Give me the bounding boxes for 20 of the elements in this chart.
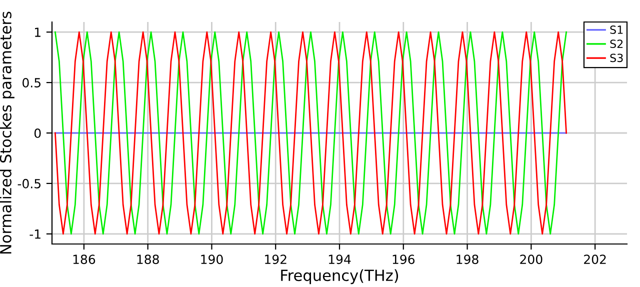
line-series (54, 31, 567, 235)
x-tick-label: 198 (456, 254, 478, 264)
y-tick-label: 1 (35, 28, 40, 37)
legend-label: S2 (610, 40, 623, 48)
x-tick-label: 186 (73, 254, 96, 264)
legend-label: S3 (610, 54, 623, 62)
y-tick-label: 0.5 (22, 78, 40, 88)
x-tick-label: 190 (201, 254, 223, 264)
x-tick-label: 200 (520, 254, 542, 264)
y-tick-label: -0.5 (18, 178, 40, 188)
x-tick-label: 202 (584, 254, 606, 264)
y-axis-title: Normalized Stockes parameters (0, 12, 14, 254)
y-tick-label: -1 (30, 230, 40, 239)
y-tick-label: 0 (34, 128, 41, 138)
x-tick-label: 192 (265, 254, 286, 264)
legend-label: S1 (610, 26, 623, 34)
x-tick-label: 188 (137, 254, 159, 264)
x-tick-label: 196 (392, 254, 415, 264)
x-axis-title: Frequency(THz) (281, 269, 398, 284)
x-tick-label: 194 (328, 254, 351, 264)
